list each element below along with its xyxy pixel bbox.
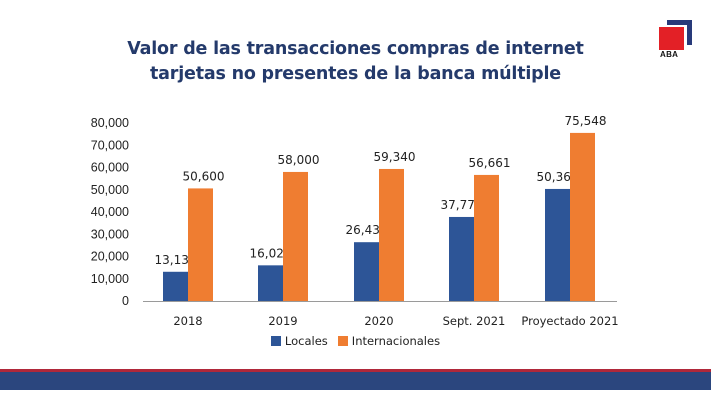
x-tick-label: 2020 (364, 314, 393, 328)
bar-locales (354, 242, 379, 301)
legend-item-internacionales: Internacionales (337, 334, 441, 348)
x-tick-label: Sept. 2021 (443, 314, 506, 328)
legend-swatch-locales (270, 336, 281, 346)
data-label: 16,029 (250, 246, 292, 260)
x-tick-label: 2019 (268, 314, 297, 328)
bar-locales (258, 265, 283, 301)
data-label: 50,360 (537, 170, 579, 184)
bar-internacionales (570, 132, 595, 301)
footer-red-line (0, 369, 711, 372)
data-label: 59,340 (374, 150, 416, 164)
y-tick-label: 50,000 (91, 183, 129, 197)
chart-title-line-2: tarjetas no presentes de la banca múltip… (150, 64, 561, 84)
chart-legend: Locales Internacionales (0, 334, 711, 348)
data-label: 37,770 (441, 198, 483, 212)
bar-locales (163, 271, 188, 301)
bar-internacionales (474, 174, 499, 301)
y-tick-label: 10,000 (91, 272, 129, 286)
data-label: 50,600 (183, 169, 225, 183)
data-label: 75,548 (565, 114, 607, 128)
legend-item-locales: Locales (270, 334, 328, 348)
legend-swatch-internacionales (337, 336, 348, 346)
y-tick-label: 60,000 (91, 161, 129, 175)
x-tick-label: Proyectado 2021 (521, 314, 618, 328)
data-label: 58,000 (278, 153, 320, 167)
legend-label-internacionales: Internacionales (351, 334, 441, 348)
data-label: 56,661 (469, 156, 511, 170)
chart-title-line-1: Valor de las transacciones compras de in… (127, 39, 584, 59)
bar-locales (449, 216, 474, 301)
y-tick-label: 20,000 (91, 250, 129, 264)
y-tick-label: 70,000 (91, 138, 129, 152)
logo-text: ABA (660, 50, 679, 59)
chart-title: Valor de las transacciones compras de in… (0, 37, 711, 87)
x-tick-label: 2018 (173, 314, 202, 328)
y-tick-label: 80,000 (91, 116, 129, 130)
data-label: 26,430 (346, 223, 388, 237)
footer-blue-band (0, 372, 711, 390)
y-tick-label: 0 (122, 294, 129, 308)
aba-logo-icon (659, 20, 692, 50)
bar-internacionales (188, 188, 213, 301)
bar-internacionales (379, 168, 404, 301)
logo-navy-corner (667, 20, 692, 45)
data-label: 13,134 (155, 253, 197, 267)
legend-label-locales: Locales (284, 334, 328, 348)
bar-locales (545, 188, 570, 301)
logo-red-square (659, 27, 684, 50)
y-tick-label: 30,000 (91, 227, 129, 241)
y-tick-label: 40,000 (91, 205, 129, 219)
bar-internacionales (283, 171, 308, 301)
